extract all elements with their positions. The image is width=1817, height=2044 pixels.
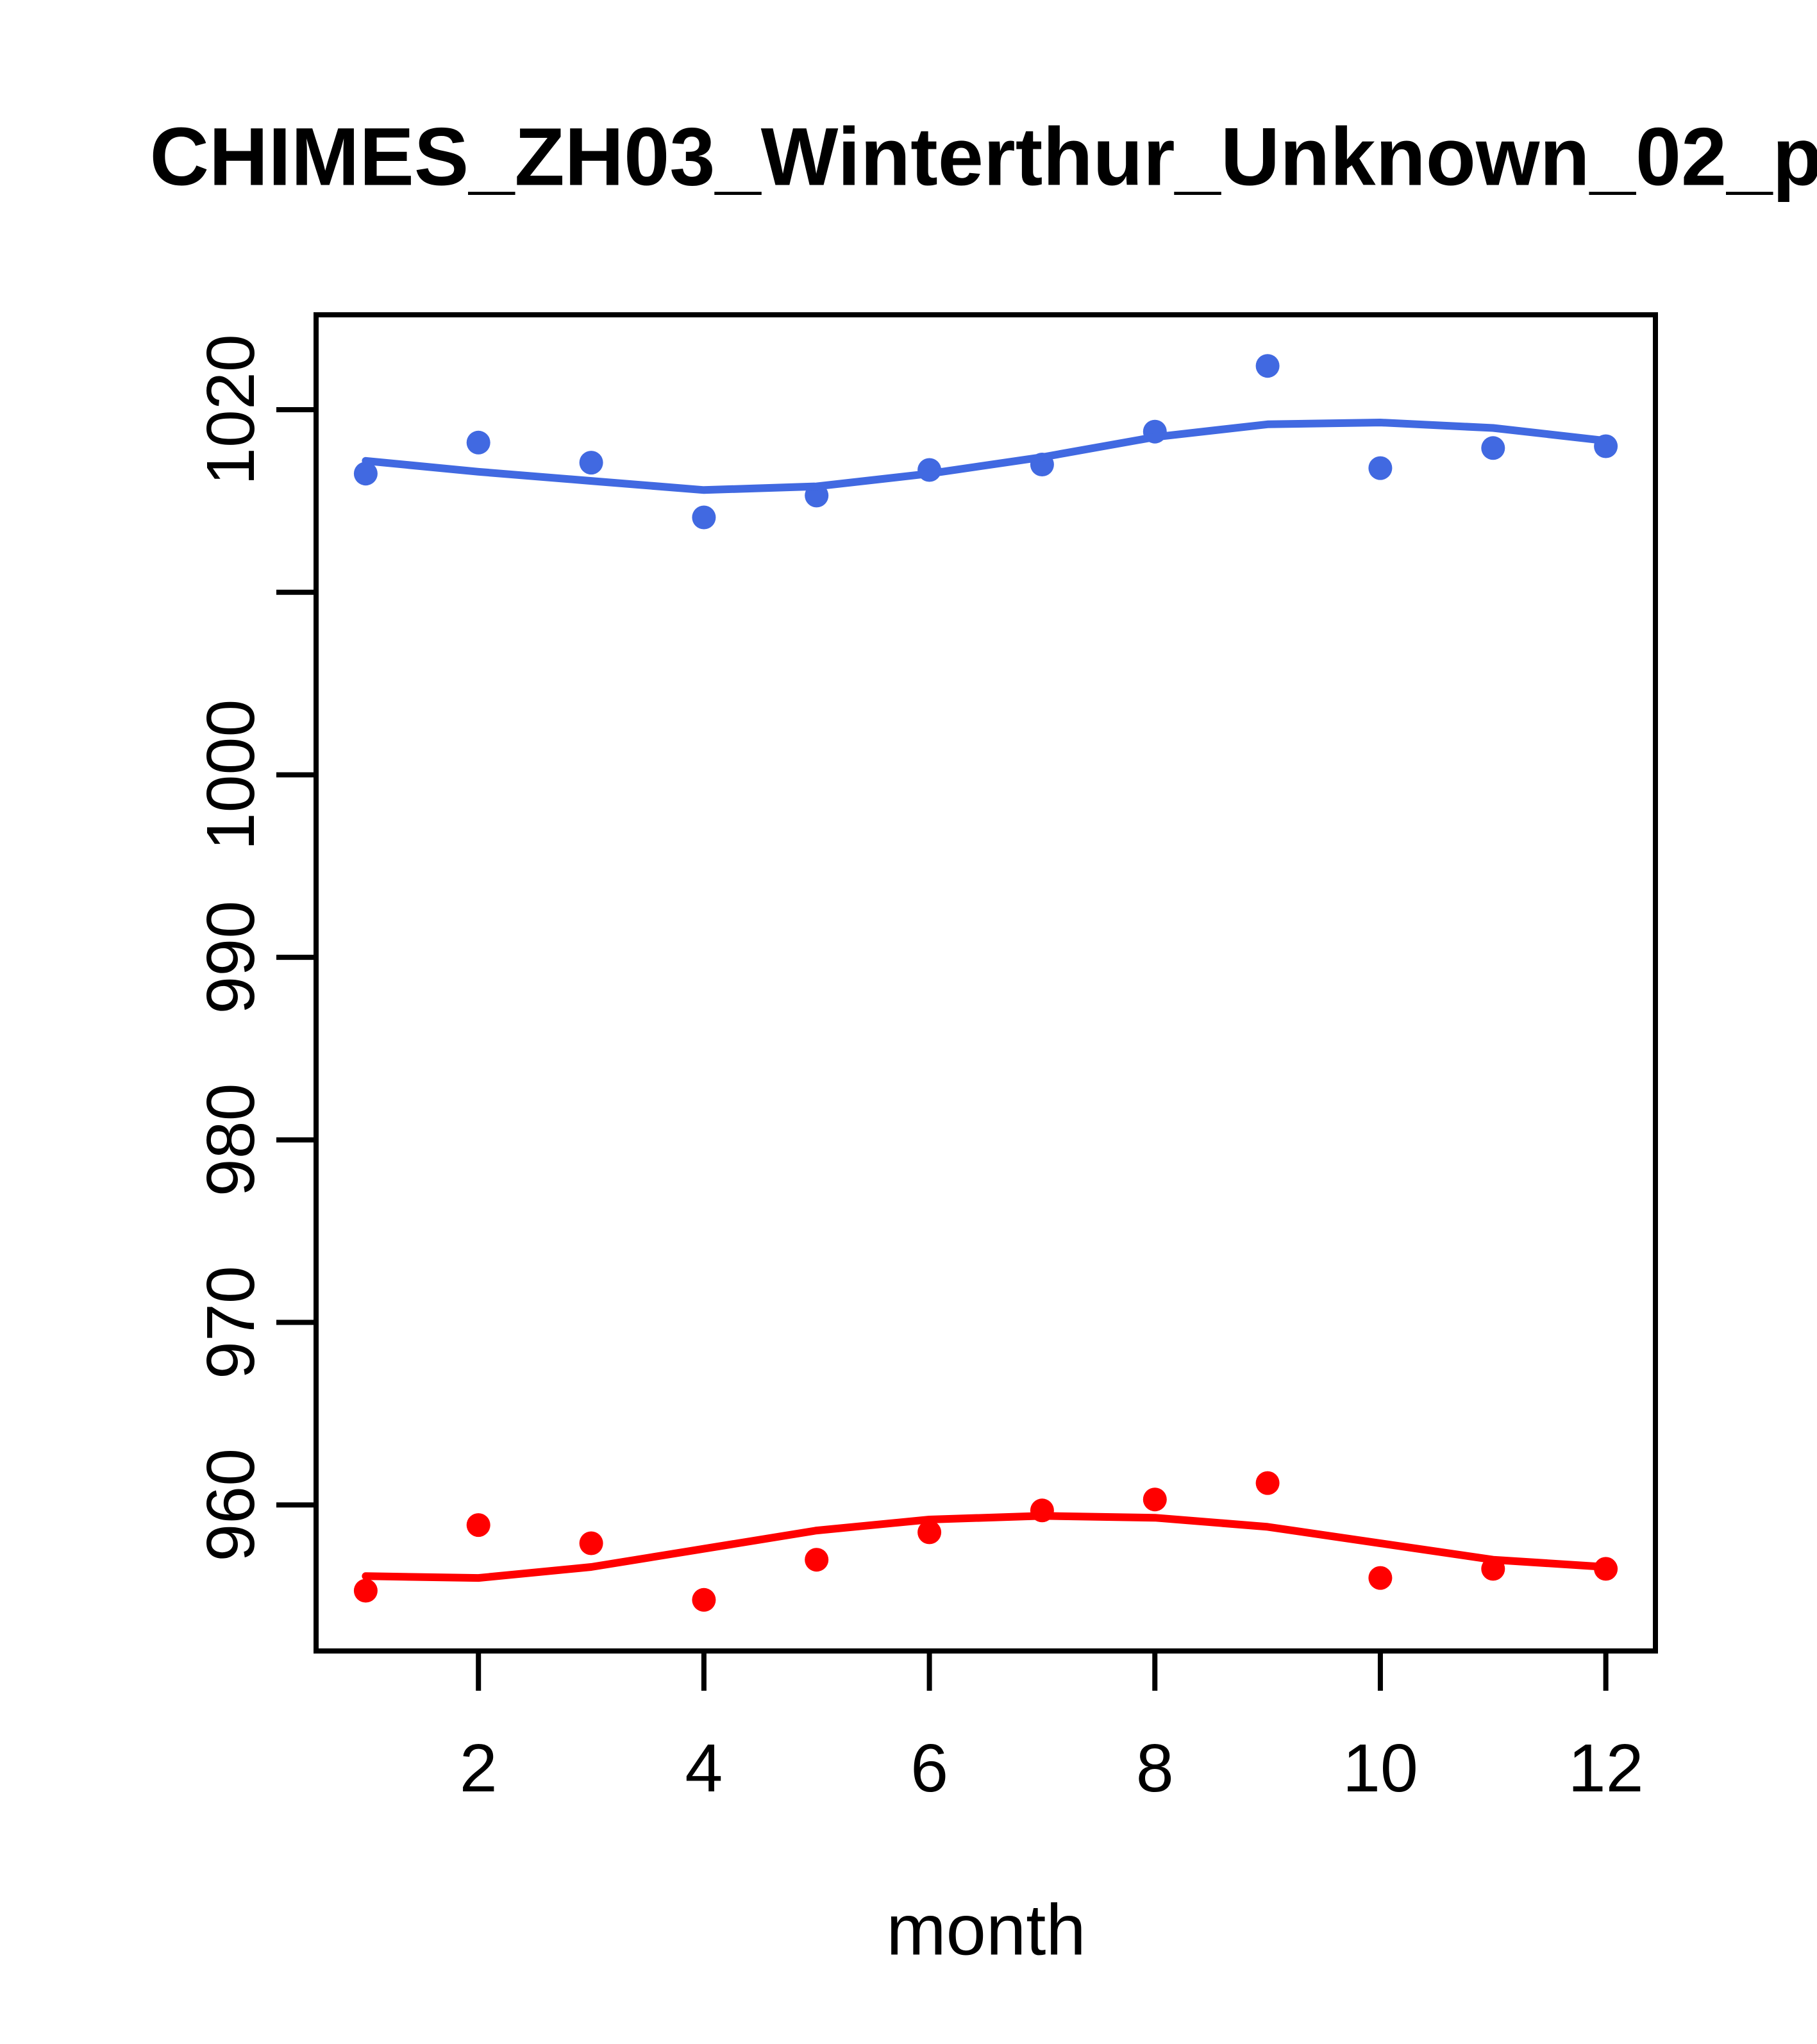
y-tick-label: 980 [193, 1083, 269, 1196]
x-axis: 2 4 6 8 10 12 [460, 1651, 1644, 1806]
lower-observations-red-point [805, 1548, 829, 1572]
lower-observations-red-point [353, 1579, 378, 1603]
upper-observations-blue-point [353, 462, 378, 486]
lower-observations-red-point [692, 1587, 716, 1612]
lower-observations-red [353, 1471, 1618, 1612]
lower-observations-red-point [1255, 1471, 1280, 1495]
x-tick-label: 10 [1343, 1730, 1418, 1806]
x-axis-title: month [886, 1890, 1085, 1970]
lower-observations-red-point [466, 1513, 490, 1537]
y-tick-label: 960 [193, 1448, 269, 1562]
series-layer [353, 354, 1618, 1612]
upper-observations-blue-point [1255, 354, 1280, 378]
chart-title: CHIMES_ZH03_Winterthur_Unknown_02_p [149, 112, 1817, 203]
x-tick-label: 2 [460, 1730, 498, 1806]
upper-observations-blue-point [1481, 436, 1505, 460]
plot-border [314, 312, 1658, 1654]
upper-observations-blue-point [579, 451, 603, 475]
upper-smooth-blue-path [362, 419, 1610, 494]
y-tick-label: 1020 [193, 334, 269, 485]
plot-box [314, 312, 1658, 1654]
lower-observations-red-point [917, 1520, 942, 1545]
x-tick-label: 4 [685, 1730, 723, 1806]
upper-observations-blue-point [1368, 456, 1393, 480]
lower-observations-red-point [1143, 1487, 1167, 1512]
upper-observations-blue-point [692, 505, 716, 530]
x-tick-label: 6 [910, 1730, 948, 1806]
lower-smooth-red [362, 1512, 1610, 1582]
x-tick-label: 8 [1136, 1730, 1174, 1806]
y-tick-label: 970 [193, 1266, 269, 1379]
upper-smooth-blue [362, 419, 1610, 494]
lower-observations-red-point [579, 1531, 603, 1555]
lower-observations-red-point [1368, 1566, 1393, 1590]
lower-smooth-red-path [362, 1512, 1610, 1582]
x-tick-label: 12 [1568, 1730, 1644, 1806]
y-axis: 960 970 980 990 1000 1020 [193, 334, 316, 1562]
y-tick-label: 990 [193, 901, 269, 1014]
upper-observations-blue-point [466, 430, 490, 455]
y-tick-label: 1000 [193, 699, 269, 851]
upper-observations-blue [353, 354, 1618, 530]
